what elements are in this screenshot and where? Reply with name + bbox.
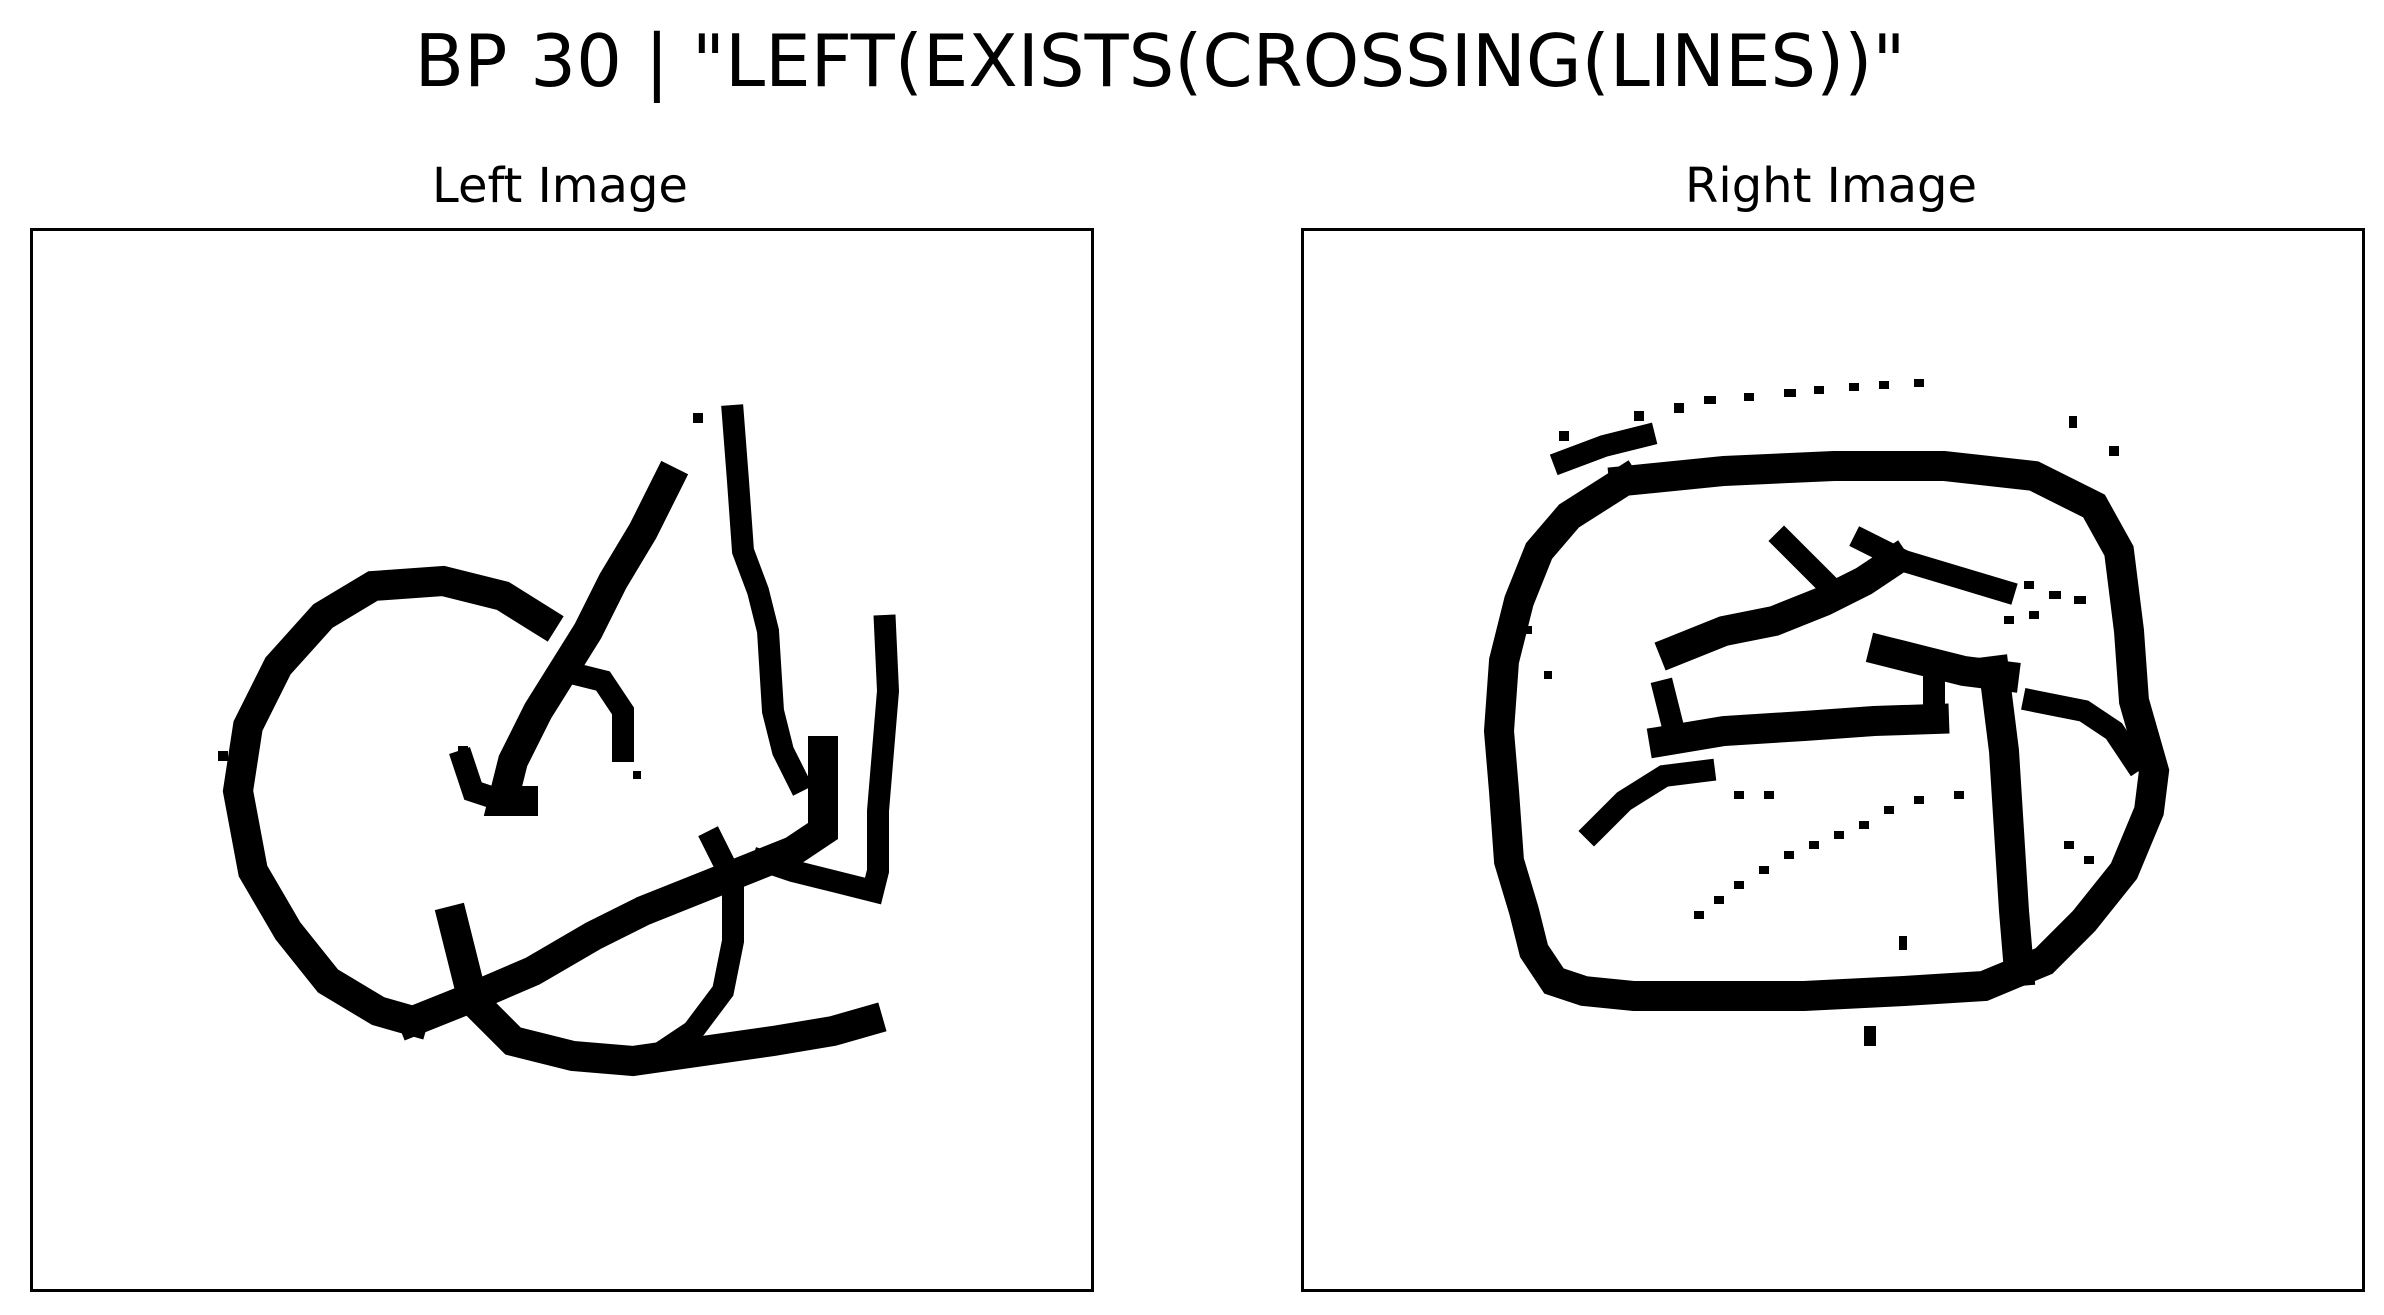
left-diagonal-stroke <box>483 460 689 816</box>
left-loop-stroke <box>222 565 564 1040</box>
right-inner-curve-stroke <box>2021 688 2150 777</box>
left-lower-curve-stroke <box>393 736 838 1041</box>
right-upper-branch-stroke <box>1768 525 2018 605</box>
right-upper-diagonal-stroke <box>1654 540 1915 671</box>
left-inner-hook-stroke <box>449 657 634 815</box>
right-horizontal-line-stroke <box>1646 703 1950 759</box>
right-scatter-dots <box>1524 379 2119 1046</box>
left-image-panel <box>30 228 1094 1292</box>
right-circle-stroke <box>1483 451 2170 1011</box>
left-right-tail-stroke <box>749 614 900 905</box>
left-specks <box>218 413 703 779</box>
right-left-tick-stroke <box>1650 677 1688 745</box>
right-drawing <box>1483 379 2170 1046</box>
right-vertical-line-stroke <box>1977 654 2036 988</box>
right-top-smudge-stroke <box>1549 422 1658 476</box>
left-bottom-swoop-stroke <box>434 902 887 1077</box>
figure-title: BP 30 | "LEFT(EXISTS(CROSSING(LINES))" <box>414 19 1906 103</box>
left-panel-title: Left Image <box>432 158 688 214</box>
right-image-panel <box>1301 228 2365 1292</box>
right-lower-left-stroke <box>1578 758 1717 847</box>
left-drawing <box>218 404 900 1077</box>
left-teardrop-stroke <box>647 826 744 1067</box>
right-panel-title: Right Image <box>1685 158 1977 214</box>
left-tall-line-stroke <box>721 404 813 796</box>
